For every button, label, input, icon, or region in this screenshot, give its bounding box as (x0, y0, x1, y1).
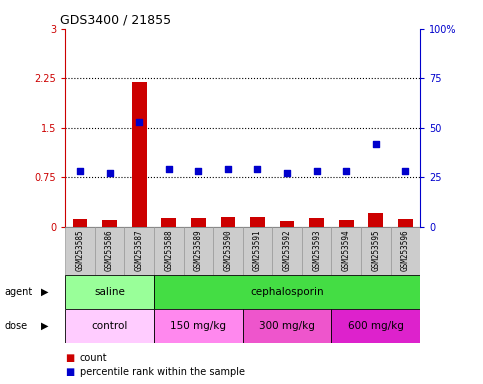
Bar (125, 227, 154, 275)
Text: ■: ■ (65, 353, 74, 363)
Bar (250, 217, 265, 227)
Bar (280, 221, 295, 227)
Bar (309, 218, 324, 227)
Point (106, 170, 114, 176)
Point (165, 166, 172, 172)
Text: GSM253592: GSM253592 (283, 230, 292, 271)
Text: GSM253590: GSM253590 (224, 230, 232, 271)
Point (224, 166, 232, 172)
Text: 600 mg/kg: 600 mg/kg (348, 321, 404, 331)
Text: 150 mg/kg: 150 mg/kg (170, 321, 227, 331)
Text: GSM253594: GSM253594 (342, 230, 351, 271)
Point (401, 168, 409, 174)
Bar (361, 227, 391, 275)
Bar (339, 220, 354, 227)
Text: percentile rank within the sample: percentile rank within the sample (80, 367, 245, 377)
Text: GSM253589: GSM253589 (194, 230, 203, 271)
Bar (391, 227, 420, 275)
Bar (161, 218, 176, 227)
Text: dose: dose (5, 321, 28, 331)
Text: agent: agent (5, 287, 33, 297)
Bar (242, 227, 272, 275)
Point (313, 168, 321, 174)
Text: GSM253595: GSM253595 (371, 230, 380, 271)
Text: GDS3400 / 21855: GDS3400 / 21855 (60, 13, 171, 26)
Point (135, 119, 143, 125)
Text: ▶: ▶ (41, 287, 49, 297)
Point (342, 168, 350, 174)
Text: control: control (91, 321, 128, 331)
Bar (65, 309, 154, 343)
Bar (132, 81, 146, 227)
Bar (398, 218, 413, 227)
Text: GSM253588: GSM253588 (164, 230, 173, 271)
Text: GSM253587: GSM253587 (135, 230, 143, 271)
Bar (95, 227, 125, 275)
Bar (369, 214, 383, 227)
Bar (191, 218, 206, 227)
Bar (154, 309, 243, 343)
Bar (184, 227, 213, 275)
Text: GSM253585: GSM253585 (75, 230, 85, 271)
Bar (272, 227, 302, 275)
Bar (154, 227, 184, 275)
Text: saline: saline (94, 287, 125, 297)
Point (283, 170, 291, 176)
Bar (331, 309, 420, 343)
Text: count: count (80, 353, 107, 363)
Text: GSM253596: GSM253596 (401, 230, 410, 271)
Point (76, 168, 84, 174)
Bar (213, 227, 242, 275)
Text: GSM253593: GSM253593 (312, 230, 321, 271)
Text: cephalosporin: cephalosporin (250, 287, 324, 297)
Point (254, 166, 261, 172)
Text: ■: ■ (65, 367, 74, 377)
Bar (102, 220, 117, 227)
Point (195, 168, 202, 174)
Bar (221, 217, 235, 227)
Bar (302, 227, 331, 275)
Bar (154, 275, 420, 309)
Bar (72, 218, 87, 227)
Text: GSM253591: GSM253591 (253, 230, 262, 271)
Point (372, 141, 380, 147)
Bar (65, 227, 95, 275)
Text: GSM253586: GSM253586 (105, 230, 114, 271)
Bar (242, 309, 331, 343)
Bar (331, 227, 361, 275)
Text: 300 mg/kg: 300 mg/kg (259, 321, 315, 331)
Bar (65, 275, 154, 309)
Text: ▶: ▶ (41, 321, 49, 331)
